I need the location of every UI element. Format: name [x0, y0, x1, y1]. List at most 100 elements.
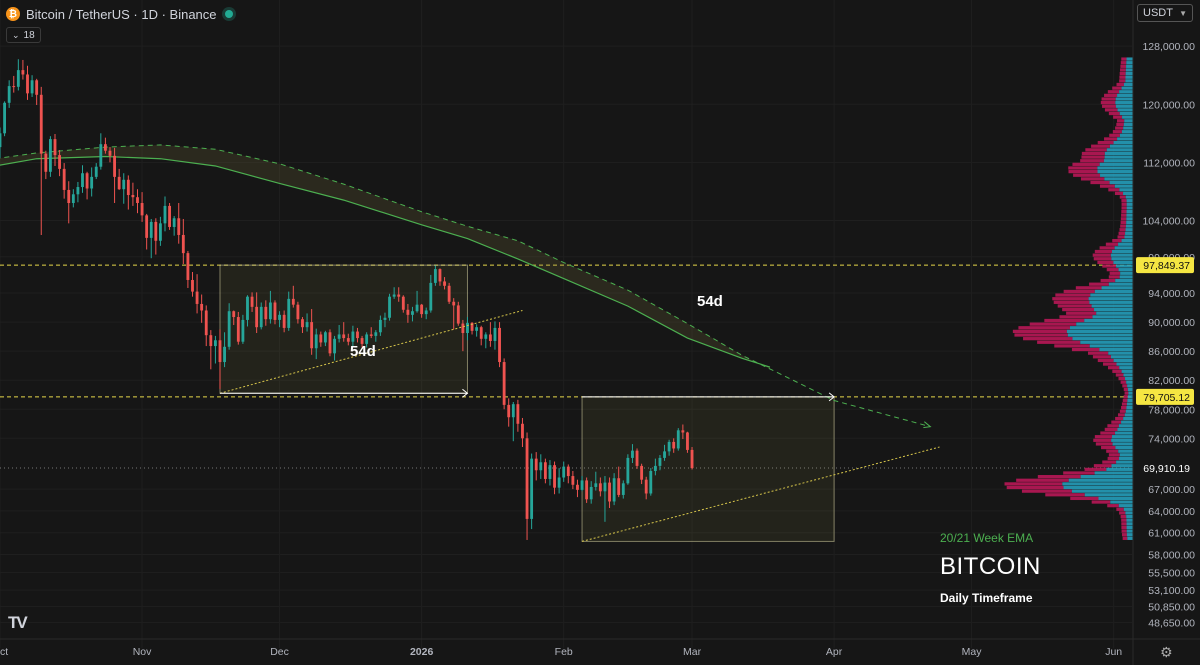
- volume-profile-bar: [1099, 184, 1115, 188]
- volume-profile-bar: [1120, 64, 1127, 68]
- volume-profile-bar: [1084, 493, 1133, 497]
- candle-body: [392, 294, 396, 297]
- volume-profile-bar: [1118, 268, 1133, 272]
- volume-profile-bar: [1107, 90, 1120, 94]
- duration-arrow-head: [828, 392, 835, 402]
- volume-profile-bar: [1084, 467, 1107, 471]
- candle-body: [291, 298, 295, 305]
- price-tick-label: 55,500.00: [1148, 568, 1195, 580]
- volume-profile-bar: [1080, 475, 1133, 479]
- time-tick-label: Feb: [555, 646, 573, 658]
- candle-body: [314, 334, 318, 349]
- candle-body: [507, 404, 511, 418]
- level-price-value: 79,705.12: [1143, 392, 1190, 404]
- volume-profile-bar: [1099, 347, 1133, 352]
- volume-profile-bar: [1113, 115, 1123, 119]
- candle-body: [204, 310, 208, 336]
- tradingview-logo-icon[interactable]: TV: [8, 613, 28, 632]
- currency-select[interactable]: USDT ▼: [1137, 4, 1193, 22]
- volume-profile-bar: [1123, 122, 1133, 127]
- symbol-header[interactable]: ₿ Bitcoin / TetherUS · 1D · Binance: [6, 5, 233, 23]
- volume-profile-bar: [1126, 61, 1133, 65]
- volume-profile-bar: [1128, 391, 1133, 395]
- volume-profile-bar: [1121, 206, 1127, 210]
- volume-profile-bar: [1109, 180, 1133, 185]
- volume-profile-bar: [1121, 525, 1127, 530]
- volume-profile-bar: [1114, 191, 1124, 196]
- volume-profile-bar: [1110, 500, 1133, 504]
- candle-body: [232, 311, 236, 318]
- candle-body: [177, 218, 181, 235]
- volume-profile-bar: [1114, 184, 1133, 188]
- volume-profile-bar: [1125, 231, 1133, 235]
- volume-profile-bar: [1121, 130, 1133, 134]
- price-tick-label: 112,000.00: [1143, 157, 1195, 169]
- volume-profile-bar: [1121, 57, 1127, 61]
- volume-profile-bar: [1029, 322, 1077, 326]
- candle-body: [278, 314, 281, 320]
- volume-profile-bar: [1121, 369, 1133, 373]
- volume-profile-bar: [1100, 173, 1133, 177]
- time-tick-label: Apr: [826, 646, 843, 658]
- ema-dashed-line: [0, 144, 931, 428]
- volume-profile-bar: [1104, 93, 1118, 97]
- volume-profile-bar: [1124, 391, 1129, 395]
- volume-profile-bar: [1101, 445, 1116, 450]
- volume-profile-bar: [1119, 133, 1133, 137]
- candle-body: [191, 279, 194, 292]
- volume-profile-bar: [1112, 442, 1133, 446]
- volume-profile-bar: [1111, 464, 1133, 468]
- volume-profile-bar: [1092, 253, 1111, 257]
- candle-body: [108, 150, 112, 156]
- ema-band: [0, 144, 932, 429]
- volume-profile-bar: [1109, 271, 1121, 275]
- volume-profile-bar: [1107, 456, 1120, 461]
- price-tick-label: 82,000.00: [1148, 375, 1195, 387]
- duration-label-2: 54d: [697, 293, 723, 310]
- candle-body: [62, 168, 66, 190]
- candle-body: [690, 449, 694, 469]
- candle-body: [397, 294, 401, 297]
- candle-body: [255, 306, 259, 328]
- volume-profile-bar: [1080, 159, 1104, 163]
- candle-body: [337, 334, 341, 339]
- volume-profile-bar: [1094, 289, 1133, 294]
- candle-body: [296, 304, 300, 320]
- volume-profile-bar: [1108, 188, 1120, 192]
- candle-body: [475, 327, 479, 331]
- price-tick-label: 78,000.00: [1148, 404, 1195, 416]
- level-price-tag: [1136, 388, 1194, 405]
- volume-profile-bar: [1092, 355, 1111, 359]
- volume-profile-bar: [1119, 79, 1126, 83]
- candle-body: [576, 484, 579, 490]
- volume-profile-bar: [1125, 79, 1133, 83]
- volume-profile-bar: [1122, 536, 1128, 540]
- volume-profile-bar: [1072, 337, 1133, 341]
- ema-legend-label: 20/21 Week EMA: [940, 531, 1034, 545]
- time-tick-label: Nov: [133, 646, 152, 658]
- volume-profile-bar: [1115, 416, 1124, 421]
- candle-body: [667, 441, 671, 452]
- volume-profile-bar: [1125, 71, 1133, 76]
- volume-profile-bar: [1111, 257, 1133, 261]
- volume-profile-bar: [1121, 238, 1133, 243]
- candle-body: [0, 133, 2, 148]
- candle-body: [401, 296, 405, 310]
- candle-body: [383, 317, 387, 320]
- volume-profile-bar: [1120, 61, 1127, 65]
- volume-profile-bar: [1073, 173, 1101, 177]
- volume-profile-bar: [1055, 293, 1091, 297]
- volume-profile-bar: [1126, 199, 1133, 203]
- volume-profile-bar: [1104, 108, 1118, 112]
- volume-profile-bar: [1120, 271, 1133, 275]
- candle-body: [250, 296, 254, 307]
- gear-icon[interactable]: ⚙: [1160, 644, 1173, 660]
- volume-profile-bar: [1118, 424, 1133, 428]
- volume-profile-bar: [1121, 199, 1127, 203]
- duration-arrow-head: [462, 388, 469, 398]
- volume-profile-bar: [1123, 191, 1133, 196]
- trendlines: [219, 310, 940, 542]
- candle-body: [415, 304, 419, 312]
- indicators-toggle[interactable]: ⌄ 18: [6, 27, 41, 43]
